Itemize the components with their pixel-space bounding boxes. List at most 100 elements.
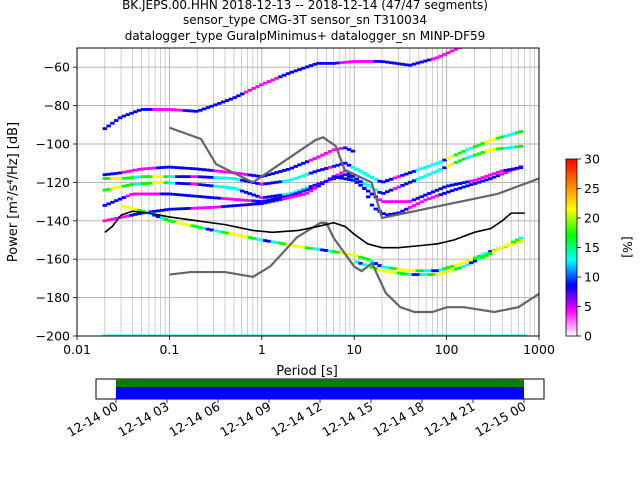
density-cell xyxy=(480,334,485,336)
density-cell xyxy=(400,268,405,272)
density-cell xyxy=(167,181,172,185)
density-cell xyxy=(514,334,520,336)
density-cell xyxy=(163,218,169,221)
density-cell xyxy=(232,198,237,201)
density-cell xyxy=(484,174,489,178)
density-cell xyxy=(415,61,421,65)
density-cell xyxy=(274,197,279,200)
density-cell xyxy=(289,166,295,170)
density-cell xyxy=(518,144,524,148)
density-cell xyxy=(259,202,264,205)
density-cell xyxy=(320,248,325,252)
density-cell xyxy=(442,334,447,336)
density-cell xyxy=(419,200,424,204)
density-cell xyxy=(335,334,340,336)
density-cell xyxy=(499,135,504,139)
density-cell xyxy=(312,187,317,190)
colorbar-tick-label: 20 xyxy=(584,211,600,226)
density-cell xyxy=(159,175,165,179)
density-cell xyxy=(369,192,375,196)
density-cell xyxy=(457,151,463,155)
density-cell xyxy=(304,188,310,192)
density-cell xyxy=(461,45,465,48)
density-cell xyxy=(159,208,165,212)
density-cell xyxy=(427,172,432,176)
density-cell xyxy=(518,166,524,170)
density-cell xyxy=(377,198,382,202)
density-cell xyxy=(297,334,302,336)
density-cell xyxy=(495,170,501,174)
density-cell xyxy=(335,61,340,65)
density-cell xyxy=(167,207,172,211)
density-cell xyxy=(240,92,245,96)
density-cell xyxy=(430,334,436,336)
density-cell xyxy=(278,198,283,201)
density-cell xyxy=(396,211,401,215)
density-cell xyxy=(381,60,386,64)
density-cell xyxy=(484,334,489,336)
density-cell xyxy=(156,175,161,179)
density-cell xyxy=(434,169,440,173)
density-cell xyxy=(274,171,279,174)
density-cell xyxy=(396,175,401,179)
density-cell xyxy=(396,62,401,66)
density-cell xyxy=(251,193,256,197)
density-cell xyxy=(392,334,398,336)
density-cell xyxy=(327,177,333,181)
density-cell xyxy=(182,334,188,336)
density-cell xyxy=(407,269,413,273)
density-cell xyxy=(411,169,417,173)
density-cell xyxy=(278,334,283,336)
y-tick-label: −140 xyxy=(36,213,70,228)
density-cell xyxy=(461,185,466,189)
density-cell xyxy=(316,61,321,65)
density-cell xyxy=(289,193,295,197)
density-cell xyxy=(507,133,512,137)
density-cell xyxy=(152,192,157,196)
density-cell xyxy=(388,334,394,336)
density-cell xyxy=(316,182,321,186)
density-cell xyxy=(472,145,478,149)
density-cell xyxy=(297,163,302,167)
density-cell xyxy=(388,266,394,270)
density-cell xyxy=(308,158,314,162)
density-cell xyxy=(198,334,203,336)
density-cell xyxy=(377,264,382,268)
density-cell xyxy=(136,168,142,171)
density-cell xyxy=(461,181,466,185)
density-cell xyxy=(491,137,497,141)
date-tick-label: 12-14 03 xyxy=(115,399,171,440)
density-cell xyxy=(270,78,275,82)
density-cell xyxy=(377,190,382,194)
density-cell xyxy=(171,334,176,336)
density-cell xyxy=(106,202,111,206)
density-cell xyxy=(519,41,523,44)
density-cell xyxy=(224,186,230,189)
density-cell xyxy=(457,262,463,266)
date-tick-label: 12-14 09 xyxy=(217,399,273,440)
density-cell xyxy=(289,243,295,247)
density-cell xyxy=(148,334,153,336)
density-cell xyxy=(251,202,256,206)
density-cell xyxy=(373,177,379,181)
y-tick-label: −60 xyxy=(44,60,70,75)
density-cell xyxy=(121,184,127,188)
density-cell xyxy=(293,244,298,248)
density-cell xyxy=(323,61,329,65)
density-cell xyxy=(220,205,226,208)
density-cell xyxy=(236,178,241,181)
density-cell xyxy=(469,334,474,336)
density-cell xyxy=(304,160,310,164)
density-cell xyxy=(217,196,222,200)
density-cell xyxy=(129,176,134,179)
density-cell xyxy=(251,199,256,203)
density-cell xyxy=(308,187,314,190)
density-cell xyxy=(354,177,359,181)
density-cell xyxy=(381,212,386,216)
density-cell xyxy=(259,238,264,242)
density-cell xyxy=(240,172,245,176)
density-cell xyxy=(465,184,470,188)
density-cell xyxy=(514,238,520,242)
density-cell xyxy=(323,179,329,183)
density-cell xyxy=(316,184,321,188)
